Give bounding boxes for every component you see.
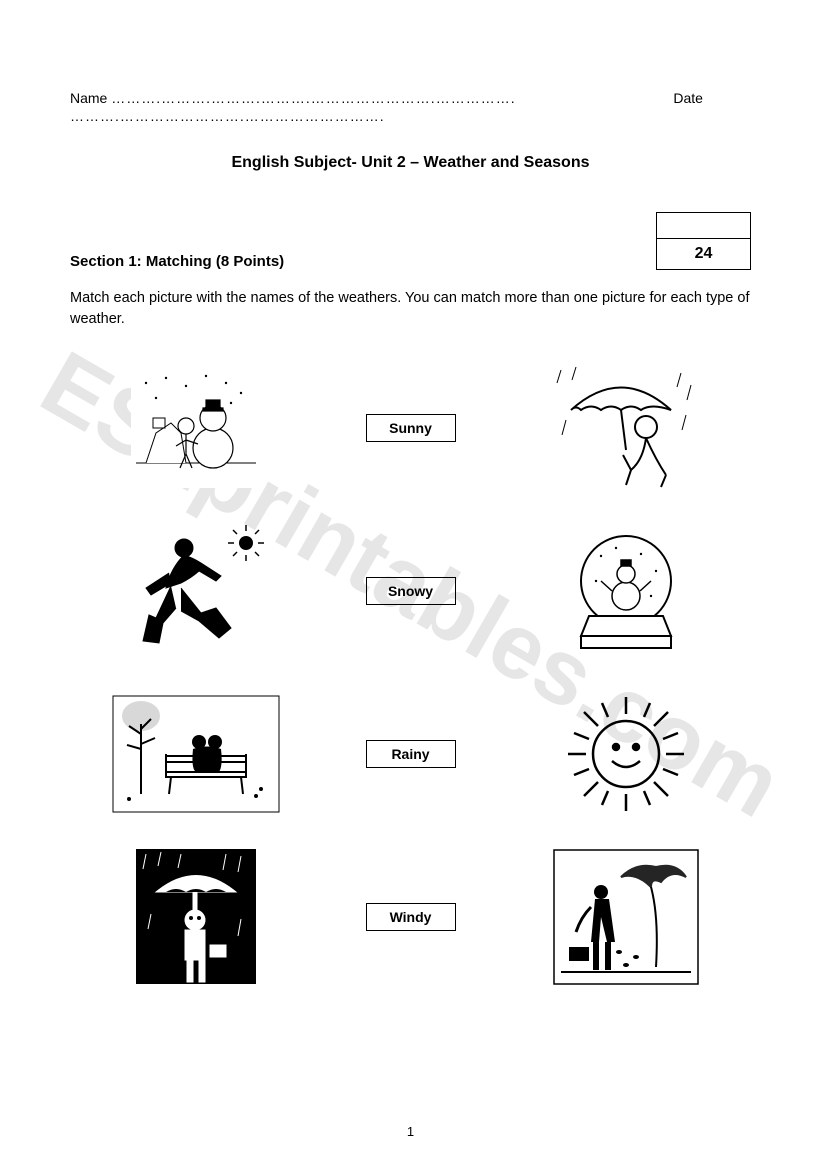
score-total: 24 [657,239,750,269]
label-rainy: Rainy [366,740,456,768]
date-label: Date [673,90,703,106]
score-box: 24 [656,212,751,270]
page-title: English Subject- Unit 2 – Weather and Se… [70,154,751,172]
score-blank [657,213,750,239]
section-heading: Section 1: Matching (8 Points) [70,253,284,270]
date-line: ……….…………………….………………………. [70,108,751,124]
name-dots: ……….……….……….……….…………………….……………. [111,90,515,106]
page-number: 1 [0,1124,821,1139]
name-label: Name [70,90,107,106]
date-dots: ……….…………………….………………………. [70,108,385,124]
label-sunny: Sunny [366,414,456,442]
img-windy-man-tree [531,849,721,984]
img-umbrella-rain-person [531,360,721,495]
img-jogger-sun [101,523,291,658]
name-line: Name ……….……….……….……….…………………….……………. Dat… [70,90,751,106]
instructions-text: Match each picture with the names of the… [70,288,751,330]
label-snowy: Snowy [366,577,456,605]
img-bench-autumn [101,686,291,821]
img-umbrella-rain-dark [101,849,291,984]
img-snowman-building [101,360,291,495]
matching-grid: Sunny [70,360,751,984]
img-sun-face [531,686,721,821]
img-snow-globe [531,523,721,658]
label-windy: Windy [366,903,456,931]
